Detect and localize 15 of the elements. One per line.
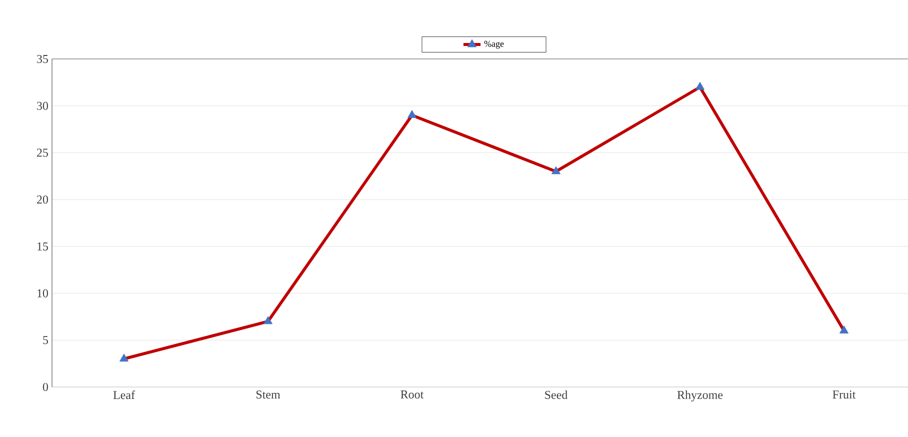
y-tick-label: 0 [42, 382, 48, 392]
legend-label: %age [484, 40, 504, 49]
x-tick-label: Stem [256, 390, 280, 399]
x-tick-label: Seed [545, 390, 568, 399]
x-tick-label: Fruit [832, 390, 856, 399]
x-tick-label: Rhyzome [677, 390, 723, 402]
y-tick-label: 20 [37, 196, 48, 204]
y-tick-label: 30 [37, 102, 48, 110]
y-tick-label: 15 [38, 242, 48, 250]
x-tick-label: Root [400, 390, 424, 398]
y-tick-label: 25 [37, 148, 48, 157]
y-tick-label: 10 [38, 289, 48, 298]
y-tick-label: 5 [43, 336, 48, 344]
x-tick-label: Leaf [113, 390, 135, 400]
y-tick-label: 35 [37, 54, 48, 64]
